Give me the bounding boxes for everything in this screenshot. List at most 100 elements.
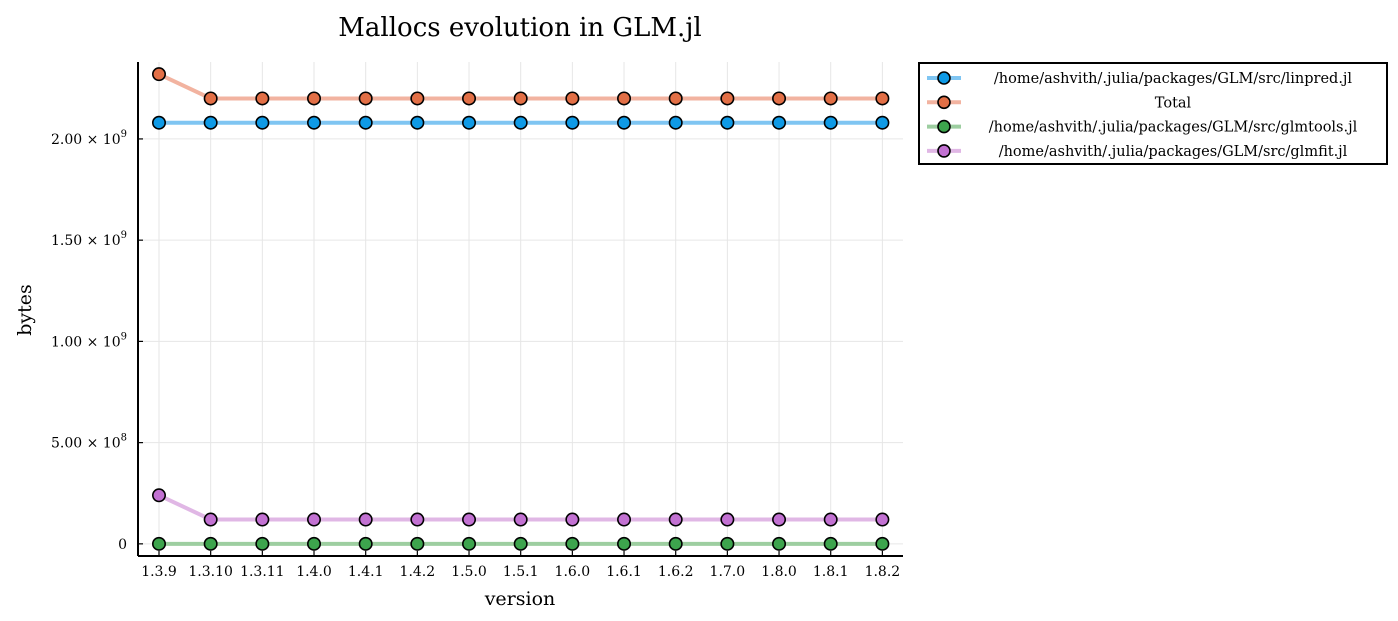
data-point [668,512,683,527]
data-point [513,91,528,106]
data-point [772,115,787,130]
data-point [513,512,528,527]
data-point [668,536,683,551]
series-2 [152,67,890,106]
data-point [255,115,270,130]
chart-title: Mallocs evolution in GLM.jl [338,13,701,43]
legend-entry-label: Total [1155,95,1192,111]
data-point [203,91,218,106]
x-tick-label: 1.7.0 [710,564,746,580]
y-tick-label: 2.00 × 109 [51,129,127,148]
data-point [565,512,580,527]
x-tick-label: 1.6.2 [658,564,694,580]
data-point [720,91,735,106]
y-tick-label: 5.00 × 108 [51,433,127,452]
y-tick-label: 1.50 × 109 [51,230,127,249]
legend-entry-label: /home/ashvith/.julia/packages/GLM/src/gl… [989,120,1358,136]
data-point [823,91,838,106]
data-point [152,115,167,130]
data-point [462,91,477,106]
data-point [875,512,890,527]
x-tick-label: 1.4.0 [296,564,332,580]
data-point [720,536,735,551]
legend-entry-label: /home/ashvith/.julia/packages/GLM/src/li… [994,71,1353,87]
data-point [565,91,580,106]
x-axis-label: version [484,588,556,610]
data-point [565,115,580,130]
data-point [617,536,632,551]
series-layer [152,67,890,551]
data-point [668,115,683,130]
data-point [358,512,373,527]
data-point [668,91,683,106]
data-point [875,115,890,130]
data-point [823,115,838,130]
legend-swatch-marker [937,119,951,134]
data-point [203,115,218,130]
ticks-layer: 1.3.9 1.3.10 1.3.11 1.4.0 1.4.1 1.4.2 1.5.0 1.5… [51,129,900,580]
y-tick-label: 0 [118,537,127,553]
y-axis-label: bytes [14,284,36,336]
data-point [772,512,787,527]
data-point [307,91,322,106]
x-tick-label: 1.4.1 [348,564,384,580]
data-point [152,67,167,82]
data-point [410,115,425,130]
data-point [152,488,167,503]
data-point [875,91,890,106]
data-point [307,115,322,130]
data-point [358,91,373,106]
x-tick-label: 1.3.9 [141,564,177,580]
grid-layer [138,62,903,556]
x-tick-label: 1.5.0 [451,564,487,580]
data-point [617,512,632,527]
data-point [410,91,425,106]
x-tick-label: 1.6.1 [606,564,642,580]
data-point [513,115,528,130]
data-point [720,512,735,527]
data-point [307,512,322,527]
data-point [823,512,838,527]
y-tick-label: 1.00 × 109 [51,331,127,350]
data-point [875,536,890,551]
data-point [203,536,218,551]
data-point [307,536,322,551]
data-point [203,512,218,527]
x-tick-label: 1.3.10 [188,564,233,580]
data-point [513,536,528,551]
x-tick-label: 1.4.2 [400,564,436,580]
data-point [255,512,270,527]
data-point [617,91,632,106]
x-tick-label: 1.8.0 [761,564,797,580]
data-point [358,536,373,551]
data-point [565,536,580,551]
legend-swatch-marker [937,71,951,85]
legend-swatch-marker [937,144,951,158]
x-tick-label: 1.6.0 [555,564,591,580]
data-point [358,115,373,130]
data-point [152,536,167,551]
data-point [823,536,838,551]
x-tick-label: 1.5.1 [503,564,539,580]
data-point [462,115,477,130]
x-tick-label: 1.8.2 [865,564,901,580]
data-point [255,91,270,106]
series-4 [152,488,890,527]
data-point [462,512,477,527]
data-point [410,512,425,527]
legend-swatch-marker [937,95,951,110]
data-point [617,115,632,130]
legend: /home/ashvith/.julia/packages/GLM/src/li… [918,62,1388,165]
x-tick-label: 1.8.1 [813,564,849,580]
x-tick-label: 1.3.11 [240,564,285,580]
series-3 [152,536,890,551]
data-point [772,536,787,551]
data-point [772,91,787,106]
data-point [410,536,425,551]
data-point [720,115,735,130]
series-1 [152,115,890,130]
data-point [462,536,477,551]
legend-entry-label: /home/ashvith/.julia/packages/GLM/src/gl… [999,144,1348,160]
legend-box [918,62,1388,165]
